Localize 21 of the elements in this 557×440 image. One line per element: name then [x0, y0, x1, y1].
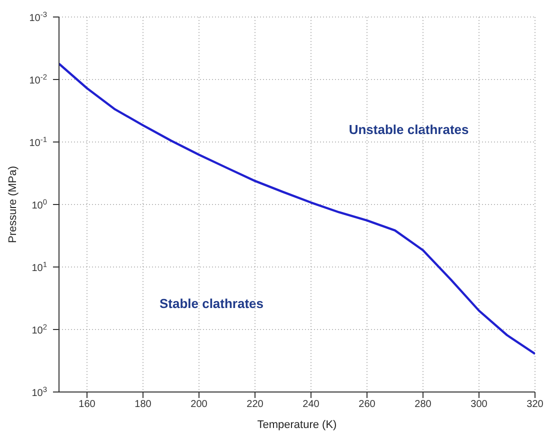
x-axis-title: Temperature (K)	[257, 419, 337, 431]
y-tick-label: 10$^{2}$	[32, 322, 47, 336]
x-tick-label: 260	[358, 399, 376, 410]
y-axis-title: Pressure (MPa)	[6, 166, 19, 244]
y-tick-label: 10$^{-2}$	[29, 72, 47, 86]
x-tick-label: 220	[246, 399, 264, 410]
annotation: Stable clathrates	[159, 296, 264, 312]
x-tick-label: 320	[526, 399, 544, 410]
x-tick-label: 200	[190, 399, 208, 410]
x-tick-label: 300	[470, 399, 488, 410]
x-tick-label: 280	[414, 399, 432, 410]
annotation: Unstable clathrates	[348, 122, 469, 138]
x-tick-label: 180	[134, 399, 152, 410]
line-series	[59, 62, 535, 355]
y-tick-label: 10$^{0}$	[32, 197, 47, 212]
x-tick-label: 160	[78, 399, 96, 410]
y-tick-label: 10$^{-1}$	[29, 134, 47, 149]
x-tick-label: 240	[302, 399, 320, 410]
y-tick-label: 10$^{3}$	[32, 384, 47, 399]
y-tick-label: 10$^{-3}$	[29, 10, 47, 24]
y-tick-label: 10$^{1}$	[32, 260, 47, 274]
